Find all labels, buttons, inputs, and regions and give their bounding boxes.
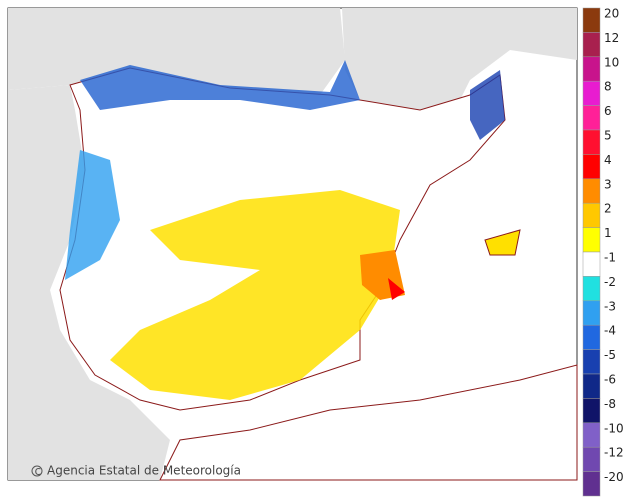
legend-swatch bbox=[582, 105, 601, 131]
legend-swatch bbox=[582, 373, 601, 399]
atlantic bbox=[8, 85, 170, 480]
legend-label: 3 bbox=[604, 177, 612, 191]
cold-northeast bbox=[470, 70, 505, 140]
legend-swatch bbox=[582, 422, 601, 448]
legend-label: 5 bbox=[604, 129, 612, 143]
legend-label: -4 bbox=[604, 324, 616, 338]
sea-north bbox=[8, 8, 345, 95]
legend-label: -2 bbox=[604, 275, 616, 289]
legend-swatch bbox=[582, 446, 601, 472]
legend-label: -5 bbox=[604, 348, 616, 362]
legend-swatch bbox=[582, 349, 601, 375]
copyright-icon bbox=[31, 465, 43, 477]
legend-swatch bbox=[582, 251, 601, 277]
balearic bbox=[484, 229, 521, 256]
legend-label: -10 bbox=[604, 421, 624, 435]
legend-swatch bbox=[582, 324, 601, 350]
legend-swatch bbox=[582, 227, 601, 253]
france bbox=[342, 8, 577, 110]
legend-label: -6 bbox=[604, 373, 616, 387]
legend-swatch bbox=[582, 178, 601, 204]
legend-label: 20 bbox=[604, 7, 619, 21]
cold-north bbox=[80, 60, 360, 110]
warm-center bbox=[110, 190, 400, 400]
legend-label: -8 bbox=[604, 397, 616, 411]
map: c Agencia Estatal de Meteorología bbox=[7, 7, 578, 481]
legend-label: -20 bbox=[604, 470, 624, 484]
legend-swatch bbox=[582, 7, 601, 33]
legend-swatch bbox=[582, 300, 601, 326]
legend-label: 1 bbox=[604, 226, 612, 240]
credit: Agencia Estatal de Meteorología bbox=[47, 464, 241, 478]
copyright-letter: c bbox=[35, 464, 42, 478]
legend-label: -3 bbox=[604, 299, 616, 313]
legend-swatch bbox=[582, 398, 601, 424]
legend-swatch bbox=[582, 80, 601, 106]
legend-swatch bbox=[582, 32, 601, 58]
legend-label: 2 bbox=[604, 202, 612, 216]
legend-swatch bbox=[582, 202, 601, 228]
hot-spot bbox=[388, 278, 405, 300]
legend-swatch bbox=[582, 471, 601, 497]
legend-label: 12 bbox=[604, 31, 619, 45]
legend-label: -1 bbox=[604, 251, 616, 265]
legend-label: 10 bbox=[604, 55, 619, 69]
cold-west bbox=[65, 150, 120, 280]
africa bbox=[159, 364, 578, 481]
legend-swatch bbox=[582, 154, 601, 180]
legend-label: -12 bbox=[604, 446, 624, 460]
legend: 20 12 10 8 6 5 4 3 2 1 -1 -2 -3 -4 -5 -6 -8 -10 -12 -20 bbox=[582, 7, 624, 497]
legend-swatch bbox=[582, 276, 601, 302]
legend-label: 8 bbox=[604, 80, 612, 94]
legend-swatch bbox=[582, 56, 601, 82]
legend-label: 6 bbox=[604, 104, 612, 118]
legend-swatch bbox=[582, 129, 601, 155]
legend-label: 4 bbox=[604, 153, 612, 167]
